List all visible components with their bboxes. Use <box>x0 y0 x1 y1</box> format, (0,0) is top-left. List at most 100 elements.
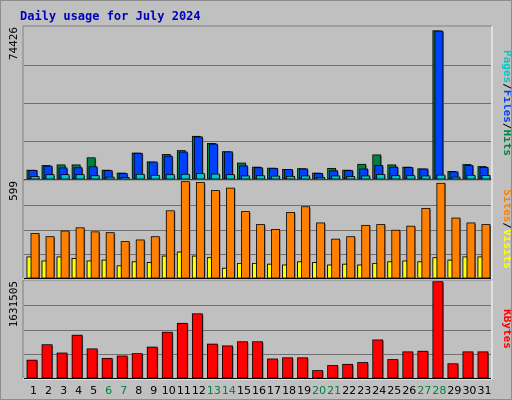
visits-bar-front <box>146 262 152 279</box>
sites-bar <box>436 182 446 279</box>
pages-bar <box>271 175 280 180</box>
sites-bar <box>241 211 250 279</box>
visits-bar-front <box>417 261 423 279</box>
visits-bar-front <box>357 264 363 279</box>
pages-bar <box>346 176 356 180</box>
kbytes-bar <box>282 357 293 379</box>
day-label: 16 <box>252 384 266 397</box>
sites-bar <box>316 222 326 279</box>
legend-item: Visits <box>501 229 511 269</box>
day-label: 31 <box>477 384 491 397</box>
visits-bar-front <box>101 259 107 279</box>
visits-bar-front <box>252 263 257 279</box>
pages-bar <box>391 175 401 180</box>
pages-bar <box>301 175 310 180</box>
kbytes-bar <box>176 322 188 379</box>
legend-item: KBytes <box>501 309 511 349</box>
pages-bar <box>45 174 55 180</box>
pages-bar <box>226 174 235 180</box>
kbytes-bar <box>206 343 218 379</box>
visits-bar-front <box>176 251 182 279</box>
visits-bar-front <box>116 265 122 279</box>
chart-title: Daily usage for July 2024 <box>20 9 201 23</box>
kbytes-bar <box>327 365 339 379</box>
panel-legend: Sites/Visits <box>501 189 511 269</box>
visits-bar-front <box>71 258 77 279</box>
sites-bar <box>60 230 70 279</box>
sites-bar <box>210 190 220 279</box>
kbytes-bar <box>252 341 263 379</box>
day-label: 24 <box>372 384 386 397</box>
sites-bar <box>135 239 145 279</box>
sites-bar <box>90 231 100 279</box>
kbytes-bar <box>56 352 68 379</box>
sites-bar <box>195 182 205 279</box>
legend-item: / <box>501 222 511 229</box>
sites-bar <box>286 212 295 279</box>
day-label: 27 <box>417 384 431 397</box>
kbytes-bar <box>71 334 83 379</box>
sites-bar <box>30 233 40 279</box>
kbytes-bar <box>161 331 173 379</box>
visits-bar-front <box>327 264 333 279</box>
kbytes-bar <box>237 341 248 379</box>
visits-bar-front <box>206 257 212 279</box>
day-label: 25 <box>387 384 401 397</box>
visits-bar-front <box>56 256 62 279</box>
visits-bar-front <box>222 267 227 279</box>
y-max-label: 599 <box>7 181 20 201</box>
kbytes-bar <box>146 346 158 379</box>
files-bar <box>434 30 444 180</box>
day-label: 14 <box>222 384 236 397</box>
day-label: 17 <box>267 384 281 397</box>
day-label: 28 <box>432 384 446 397</box>
visits-bar-front <box>191 255 197 279</box>
pages-bar <box>195 173 205 180</box>
visits-bar-front <box>447 259 453 279</box>
pages-bar <box>256 175 265 180</box>
sites-bar <box>226 187 235 279</box>
pages-bar <box>120 177 130 180</box>
panel-legend: KBytes <box>501 309 511 349</box>
day-label: 22 <box>342 384 356 397</box>
pages-bar <box>30 176 40 180</box>
day-label: 2 <box>45 384 52 397</box>
legend-item: Sites <box>501 189 511 222</box>
kbytes-bar <box>402 351 414 379</box>
day-label: 6 <box>105 384 112 397</box>
legend-item: / <box>501 83 511 90</box>
pages-bar <box>75 174 85 180</box>
kbytes-bar <box>297 357 308 379</box>
visits-bar-front <box>41 260 47 279</box>
kbytes-bar <box>131 353 143 379</box>
sites-bar <box>481 224 491 279</box>
sites-bar <box>406 225 416 279</box>
kbytes-bar <box>41 344 53 379</box>
sites-bar <box>105 232 115 279</box>
kbytes-bar <box>342 363 354 379</box>
visits-bar-front <box>86 260 92 279</box>
pages-bar <box>165 174 175 180</box>
visits-bar-front <box>161 255 167 279</box>
visits-bar-front <box>387 261 393 279</box>
day-label: 26 <box>402 384 416 397</box>
pages-bar <box>105 176 115 180</box>
visits-bar-front <box>402 260 408 279</box>
kbytes-bar <box>312 370 324 379</box>
sites-bar <box>361 224 371 279</box>
kbytes-bar <box>101 357 113 379</box>
sites-bar <box>376 224 386 279</box>
kbytes-bar <box>462 351 474 379</box>
visits-bar-front <box>342 263 348 279</box>
kbytes-bar <box>116 355 128 379</box>
sites-bar <box>45 236 55 279</box>
sites-bar <box>256 224 265 279</box>
pages-bar <box>316 176 326 180</box>
visits-bar-front <box>131 261 137 279</box>
day-label: 7 <box>120 384 127 397</box>
kbytes-bar <box>86 348 98 379</box>
day-label: 5 <box>90 384 97 397</box>
visits-bar-front <box>297 261 302 279</box>
pages-bar <box>150 174 160 180</box>
